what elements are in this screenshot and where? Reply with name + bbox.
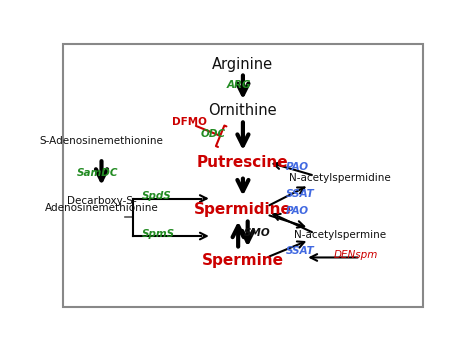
Text: DFMO: DFMO bbox=[173, 117, 207, 127]
Text: PAO: PAO bbox=[286, 206, 310, 215]
Text: Adenosinemethionine: Adenosinemethionine bbox=[45, 204, 158, 213]
Text: Spermidine: Spermidine bbox=[194, 202, 292, 217]
Text: Spermine: Spermine bbox=[202, 253, 284, 268]
Text: DENspm: DENspm bbox=[334, 250, 378, 260]
Text: Decarboxy-S-: Decarboxy-S- bbox=[67, 196, 137, 206]
Text: SpmS: SpmS bbox=[142, 229, 175, 239]
Text: ARG: ARG bbox=[227, 80, 251, 90]
Text: PAO: PAO bbox=[286, 162, 310, 172]
Text: SSAT: SSAT bbox=[286, 189, 315, 199]
Text: SpdS: SpdS bbox=[142, 191, 172, 201]
Text: SMO: SMO bbox=[244, 228, 270, 238]
Text: S-Adenosinemethionine: S-Adenosinemethionine bbox=[39, 136, 164, 146]
Text: Putrescine: Putrescine bbox=[197, 155, 289, 171]
Text: ODC: ODC bbox=[201, 129, 226, 139]
Text: Ornithine: Ornithine bbox=[209, 103, 277, 118]
Text: SamDC: SamDC bbox=[77, 168, 118, 178]
Text: SSAT: SSAT bbox=[286, 246, 315, 256]
Text: N-acetylspermidine: N-acetylspermidine bbox=[290, 173, 391, 183]
Text: Arginine: Arginine bbox=[212, 57, 273, 72]
Text: N-acetylspermine: N-acetylspermine bbox=[294, 230, 386, 240]
